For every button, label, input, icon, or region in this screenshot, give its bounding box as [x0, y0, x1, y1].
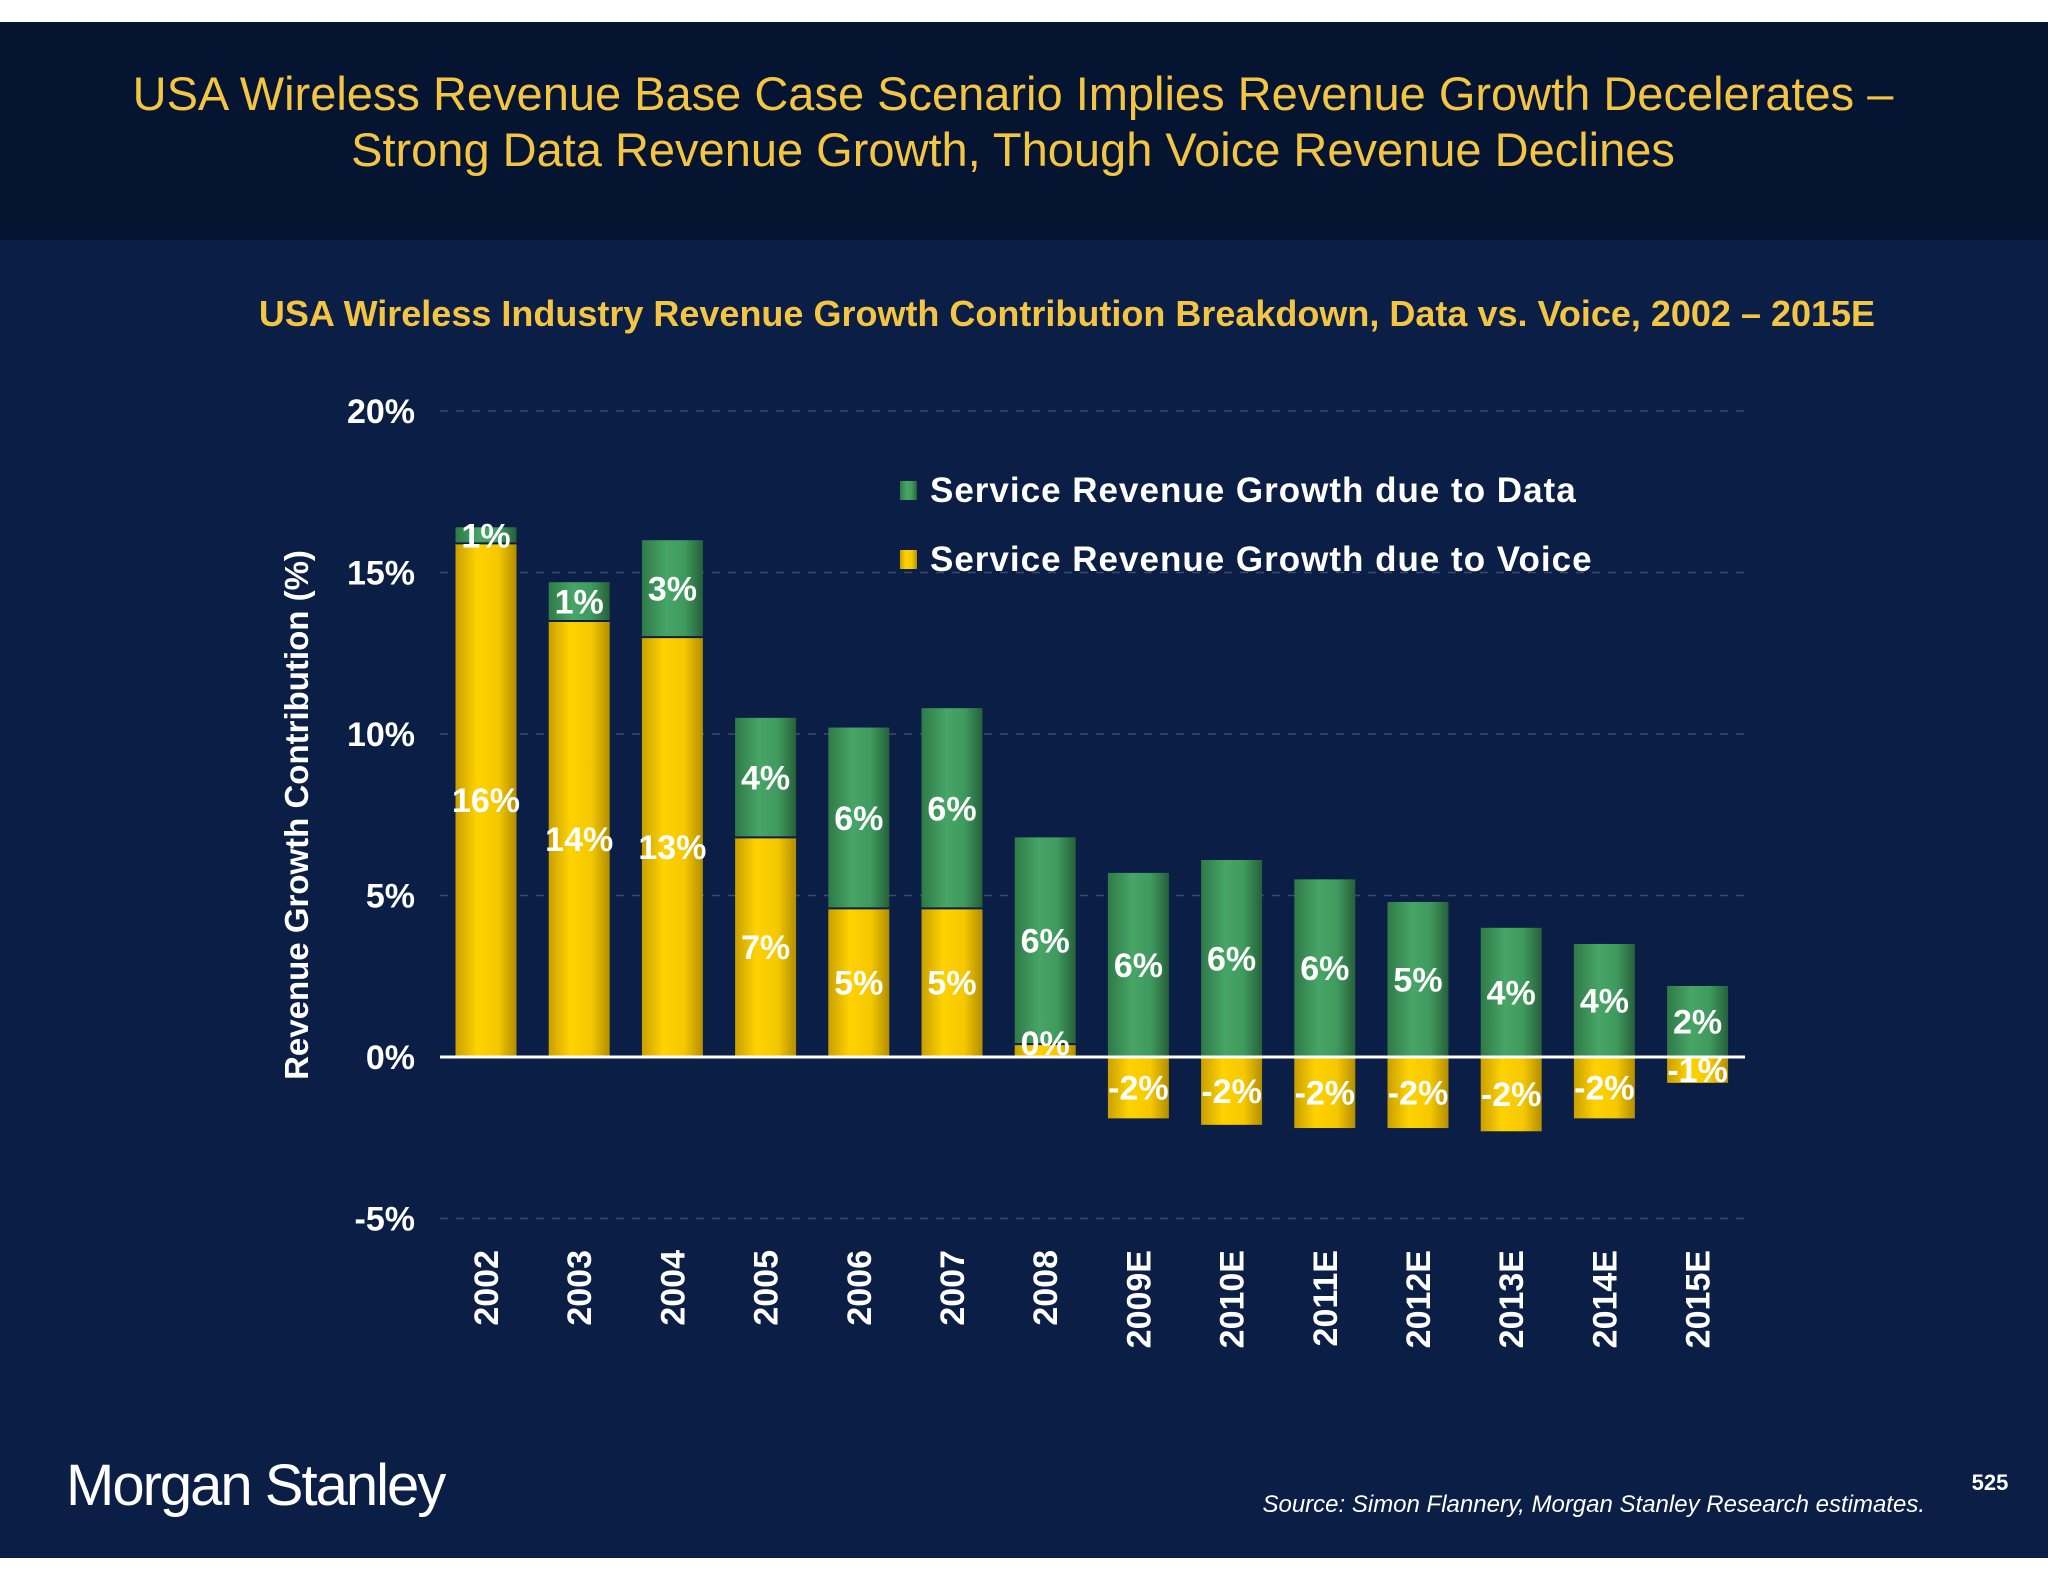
data-label-voice: 16% [452, 782, 520, 820]
bar-data [1107, 872, 1169, 1057]
bar-data [1667, 985, 1729, 1057]
bar-data [455, 527, 517, 544]
x-tick-label: 2010E [1214, 1250, 1252, 1348]
data-labels: 16% 1% 14% 1% 13% 3% 7% 4% 5% 6% 5% 6% 0% 6% -2% 6% -2% 6… [452, 517, 1728, 1114]
bar-voice [828, 908, 890, 1057]
x-tick-label: 2012E [1400, 1250, 1438, 1348]
y-tick-label: 15% [347, 555, 415, 593]
bar-voice [1667, 1057, 1729, 1083]
x-tick-label: 2014E [1586, 1250, 1624, 1348]
x-tick-label: 2009E [1120, 1250, 1158, 1348]
legend-label-voice: Service Revenue Growth due to Voice [930, 540, 1593, 579]
bar-voice [1480, 1057, 1542, 1132]
y-tick-label: 0% [366, 1039, 415, 1077]
legend-label-data: Service Revenue Growth due to Data [930, 471, 1577, 510]
x-tick-label: 2011E [1307, 1250, 1345, 1346]
legend: Service Revenue Growth due to Data Servi… [900, 471, 1593, 579]
bar-voice [1201, 1057, 1263, 1125]
bar-data [921, 708, 983, 909]
data-label-voice: 13% [638, 829, 706, 867]
y-axis-label: Revenue Growth Contribution (%) [278, 550, 315, 1080]
legend-swatch-data [900, 481, 917, 500]
data-label-voice: -2% [1201, 1073, 1261, 1111]
bar-voice [1387, 1057, 1449, 1129]
bar-data [1573, 943, 1635, 1057]
data-label-data: 6% [1300, 950, 1349, 988]
x-tick-label: 2006 [841, 1250, 879, 1326]
data-label-voice: -2% [1108, 1070, 1168, 1108]
data-label-voice: 0% [1021, 1025, 1070, 1063]
bar-voice [1294, 1057, 1356, 1129]
header-band [0, 22, 2048, 240]
source-note: Source: Simon Flannery, Morgan Stanley R… [1262, 1491, 1925, 1518]
x-tick-label: 2013E [1493, 1250, 1531, 1348]
data-label-voice: -2% [1481, 1076, 1541, 1114]
bar-data [1480, 927, 1542, 1057]
x-tick-label: 2003 [561, 1250, 599, 1326]
x-ticks: 2002 2003 2004 2005 2006 2007 2008 2009E 2010E 20… [468, 1250, 1718, 1348]
data-label-data: 2% [1673, 1003, 1722, 1041]
data-label-data: 6% [927, 790, 976, 828]
slide-title-line2: Strong Data Revenue Growth, Though Voice… [351, 123, 1675, 176]
bar-voice [1014, 1044, 1076, 1057]
bar-data [1387, 901, 1449, 1057]
bar-voice [1107, 1057, 1169, 1119]
bar-data [828, 727, 890, 909]
data-label-data: 5% [1393, 961, 1442, 999]
bar-voice [1573, 1057, 1635, 1119]
data-label-data: 4% [1487, 974, 1536, 1012]
legend-swatch-voice [900, 550, 917, 569]
data-label-data: 1% [555, 584, 604, 622]
slide-title-line1: USA Wireless Revenue Base Case Scenario … [133, 67, 1895, 120]
bar-data [1201, 859, 1263, 1057]
y-tick-label: 5% [366, 878, 415, 916]
bar-data [1294, 879, 1356, 1057]
bar-data [735, 717, 797, 838]
x-tick-label: 2007 [934, 1250, 972, 1326]
data-label-voice: -2% [1574, 1070, 1634, 1108]
data-label-data: 6% [1114, 947, 1163, 985]
data-label-voice: -1% [1667, 1052, 1727, 1090]
bar-voice [641, 637, 703, 1057]
data-label-data: 6% [1207, 940, 1256, 978]
chart-title: USA Wireless Industry Revenue Growth Con… [259, 293, 1875, 334]
morgan-stanley-logo: Morgan Stanley [66, 1453, 446, 1518]
y-tick-label: -5% [355, 1201, 415, 1239]
bar-data [641, 540, 703, 638]
bar-data [548, 582, 610, 621]
y-ticks: -5% 0% 5% 10% 15% 20% [347, 393, 415, 1239]
y-tick-label: 10% [347, 716, 415, 754]
data-label-voice: -2% [1388, 1075, 1448, 1113]
data-label-voice: 14% [545, 821, 613, 859]
data-label-voice: 5% [927, 965, 976, 1003]
x-tick-label: 2005 [748, 1250, 786, 1326]
page-number: 525 [1972, 1470, 2009, 1495]
y-tick-label: 20% [347, 393, 415, 431]
data-label-voice: -2% [1295, 1075, 1355, 1113]
slide-background [0, 22, 2048, 1558]
bar-voice [735, 837, 797, 1057]
data-label-data: 6% [834, 800, 883, 838]
bar-voice [548, 620, 610, 1057]
data-label-voice: 5% [834, 965, 883, 1003]
bar-data [1014, 837, 1076, 1045]
x-tick-label: 2004 [654, 1250, 692, 1326]
data-label-data: 4% [741, 760, 790, 798]
bar-voice [921, 908, 983, 1057]
data-label-data: 4% [1580, 982, 1629, 1020]
bars [455, 527, 1729, 1132]
data-label-data: 6% [1021, 923, 1070, 961]
x-tick-label: 2008 [1027, 1250, 1065, 1326]
data-label-voice: 7% [741, 929, 790, 967]
data-label-data: 1% [461, 517, 510, 555]
bar-voice [455, 543, 517, 1057]
data-label-data: 3% [648, 571, 697, 609]
x-tick-label: 2002 [468, 1250, 506, 1326]
x-tick-label: 2015E [1680, 1250, 1718, 1348]
